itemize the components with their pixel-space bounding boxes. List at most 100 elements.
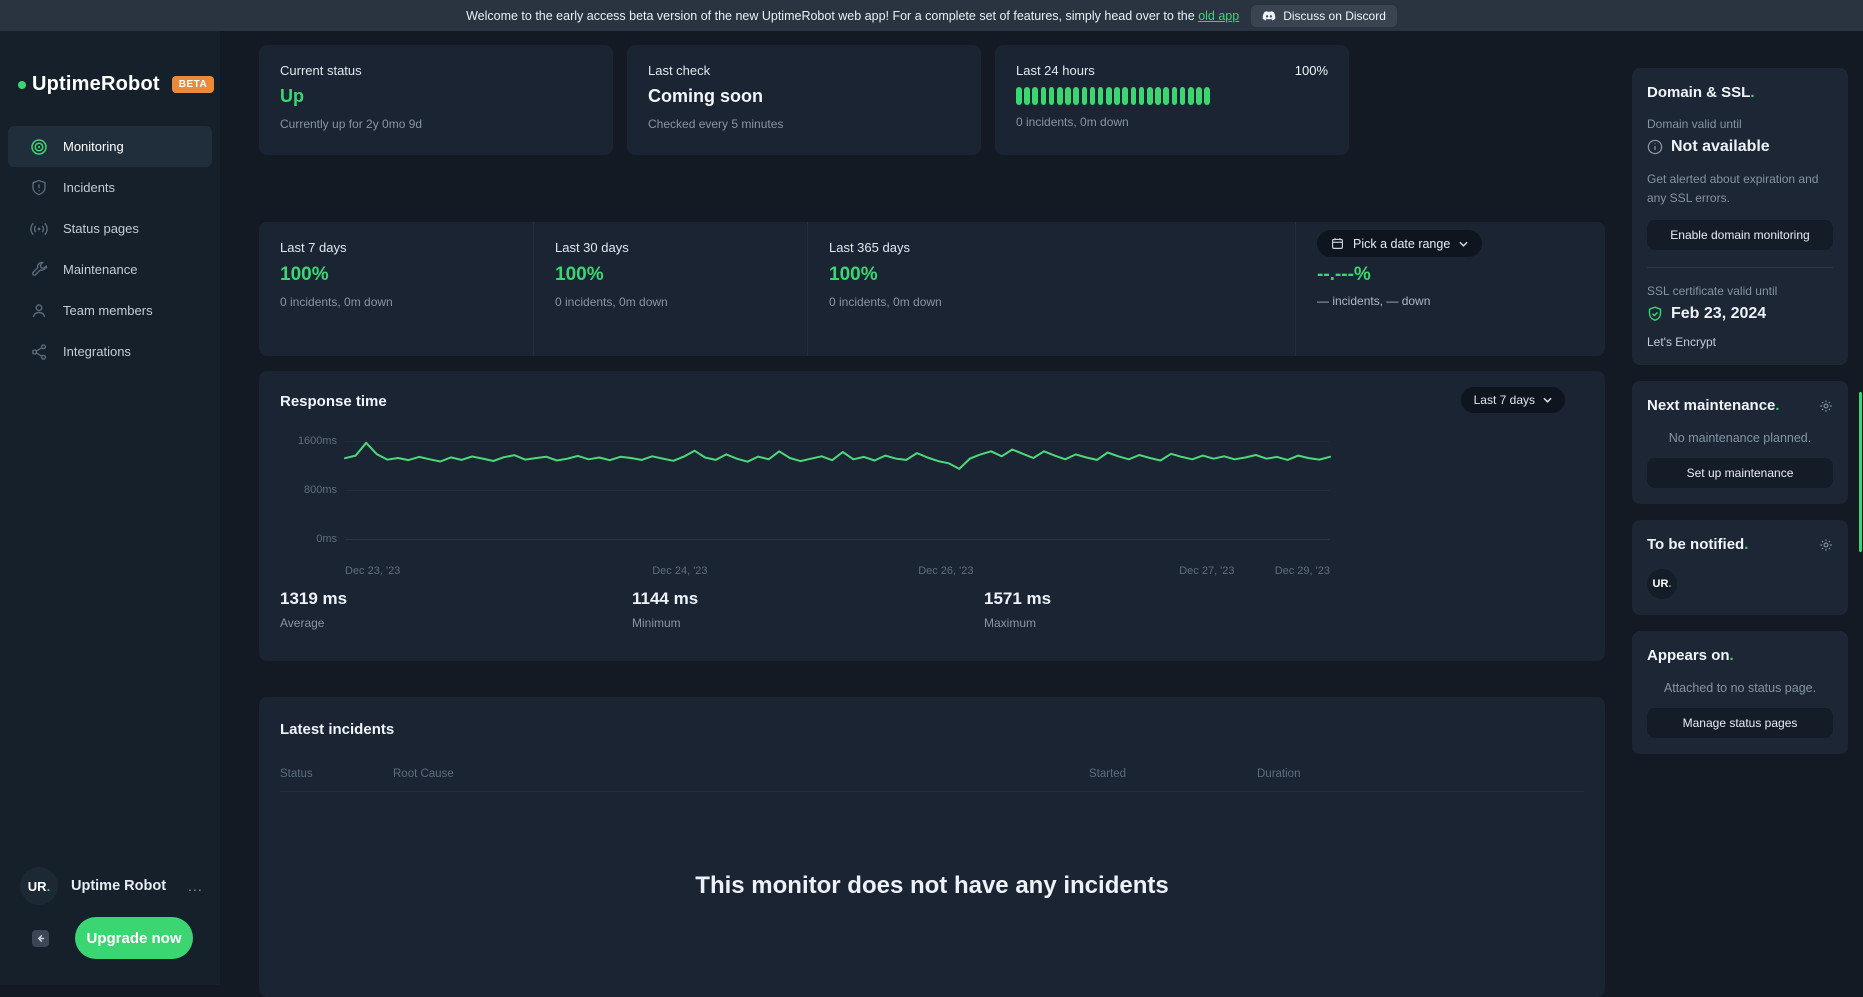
uptime-bar [1188, 87, 1194, 105]
sidebar-item-status-pages[interactable]: Status pages [8, 208, 212, 249]
calendar-icon [1331, 237, 1344, 250]
team-members-icon [30, 302, 48, 320]
old-app-link[interactable]: old app [1198, 9, 1239, 23]
pick-date-range-label: Pick a date range [1353, 237, 1450, 251]
uptime-7d-column: Last 7 days 100% 0 incidents, 0m down [259, 222, 533, 356]
last-24-hours-title: Last 24 hours [1016, 63, 1095, 78]
sidebar-item-maintenance[interactable]: Maintenance [8, 249, 212, 290]
scrollbar-thumb[interactable] [1859, 392, 1862, 552]
banner-message: Welcome to the early access beta version… [466, 9, 1198, 23]
sidebar-item-integrations[interactable]: Integrations [8, 331, 212, 372]
uptime-bar [1180, 87, 1186, 105]
logo-text: UptimeRobot [32, 73, 160, 96]
notified-settings-button[interactable] [1819, 538, 1833, 552]
uptime-30d-subtitle: 0 incidents, 0m down [555, 295, 807, 309]
y-tick-label: 1600ms [298, 435, 337, 447]
y-tick-label: 0ms [316, 533, 337, 545]
response-range-dropdown[interactable]: Last 7 days [1461, 387, 1565, 413]
response-time-stats: 1319 ms Average 1144 ms Minimum 1571 ms … [280, 589, 1336, 630]
uptimerobot-logo[interactable]: UptimeRobot BETA [18, 73, 220, 96]
uptime-365d-subtitle: 0 incidents, 0m down [829, 295, 1295, 309]
x-tick-label: Dec 24, '23 [652, 565, 707, 577]
beta-banner: Welcome to the early access beta version… [0, 0, 1863, 31]
ssl-valid-value: Feb 23, 2024 [1671, 305, 1766, 323]
sidebar-item-label: Status pages [63, 221, 139, 236]
col-root-cause: Root Cause [393, 768, 1089, 780]
ssl-valid-label: SSL certificate valid until [1647, 284, 1833, 298]
uptime-7d-value: 100% [280, 264, 533, 286]
y-tick-label: 800ms [304, 484, 337, 496]
right-rail: Domain & SSL. Domain valid until Not ava… [1605, 31, 1863, 985]
beta-badge: BETA [172, 76, 214, 93]
collapse-sidebar-button[interactable] [32, 930, 49, 947]
response-time-card: Response time Last 7 days 1600ms 800ms 0ms… [259, 371, 1605, 661]
uptime-bar [1139, 87, 1145, 105]
uptime-30d-label: Last 30 days [555, 240, 807, 255]
avg-value: 1319 ms [280, 589, 632, 609]
account-row[interactable]: UR. Uptime Robot ... [20, 867, 203, 905]
max-label: Maximum [984, 616, 1336, 630]
x-tick-label: Dec 26, '23 [918, 565, 973, 577]
enable-domain-monitoring-button[interactable]: Enable domain monitoring [1647, 220, 1833, 250]
uptime-bar [1196, 87, 1202, 105]
domain-valid-label: Domain valid until [1647, 117, 1833, 131]
uptime-bar [1155, 87, 1161, 105]
ssl-issuer: Let's Encrypt [1647, 335, 1833, 349]
pick-date-range-button[interactable]: Pick a date range [1317, 230, 1482, 257]
no-status-page-text: Attached to no status page. [1647, 681, 1833, 695]
date-range-subtitle: — incidents, — down [1317, 294, 1605, 308]
current-status-subtitle: Currently up for 2y 0mo 9d [280, 117, 592, 131]
uptime-bar [1016, 87, 1022, 105]
last-24-hours-percent: 100% [1295, 63, 1328, 78]
sidebar-item-label: Integrations [63, 344, 131, 359]
col-status: Status [280, 768, 393, 780]
last-check-card: Last check Coming soon Checked every 5 m… [627, 45, 981, 155]
current-status-title: Current status [280, 63, 592, 78]
sidebar-item-label: Maintenance [63, 262, 137, 277]
upgrade-now-button[interactable]: Upgrade now [75, 917, 193, 959]
latest-incidents-title: Latest incidents [280, 721, 1584, 738]
monitoring-icon [30, 138, 48, 156]
sidebar-menu: Monitoring Incidents Status pages Maintenan… [0, 126, 220, 372]
sidebar-item-incidents[interactable]: Incidents [8, 167, 212, 208]
uptime-bar [1172, 87, 1178, 105]
set-up-maintenance-button[interactable]: Set up maintenance [1647, 458, 1833, 488]
gear-icon [1819, 399, 1833, 413]
domain-ssl-title: Domain & SSL. [1647, 84, 1755, 101]
uptime-bars [1016, 87, 1328, 105]
uptime-bar [1057, 87, 1063, 105]
no-incidents-message: This monitor does not have any incidents [280, 872, 1584, 900]
min-stat: 1144 ms Minimum [632, 589, 984, 630]
to-be-notified-card: To be notified. UR. [1632, 520, 1848, 615]
x-tick-label: Dec 29, '23 [1275, 565, 1330, 577]
next-maintenance-title: Next maintenance. [1647, 397, 1780, 414]
maintenance-settings-button[interactable] [1819, 399, 1833, 413]
last-24-hours-card: Last 24 hours 100% 0 incidents, 0m down [995, 45, 1349, 155]
response-time-line [345, 433, 1330, 563]
sidebar-item-monitoring[interactable]: Monitoring [8, 126, 212, 167]
sidebar-item-label: Monitoring [63, 139, 124, 154]
domain-help-text: Get alerted about expiration and any SSL… [1647, 170, 1833, 207]
sidebar-item-team-members[interactable]: Team members [8, 290, 212, 331]
uptime-365d-label: Last 365 days [829, 240, 1295, 255]
response-time-title: Response time [280, 393, 387, 410]
manage-status-pages-button[interactable]: Manage status pages [1647, 708, 1833, 738]
avg-label: Average [280, 616, 632, 630]
discord-icon [1262, 9, 1276, 23]
chevron-down-icon [1459, 241, 1468, 247]
max-value: 1571 ms [984, 589, 1336, 609]
shield-check-icon [1647, 306, 1663, 322]
uptime-bar [1114, 87, 1120, 105]
uptime-summary-band: Last 7 days 100% 0 incidents, 0m down La… [259, 222, 1605, 356]
uptime-bar [1131, 87, 1137, 105]
last-24-hours-subtitle: 0 incidents, 0m down [1016, 115, 1328, 129]
account-menu-ellipsis[interactable]: ... [188, 878, 203, 894]
uptime-bar [1073, 87, 1079, 105]
uptime-bar [1147, 87, 1153, 105]
uptime-7d-subtitle: 0 incidents, 0m down [280, 295, 533, 309]
discuss-on-discord-button[interactable]: Discuss on Discord [1251, 5, 1397, 27]
current-status-value: Up [280, 86, 592, 107]
next-maintenance-card: Next maintenance. No maintenance planned… [1632, 381, 1848, 504]
notified-avatar[interactable]: UR. [1647, 569, 1677, 599]
